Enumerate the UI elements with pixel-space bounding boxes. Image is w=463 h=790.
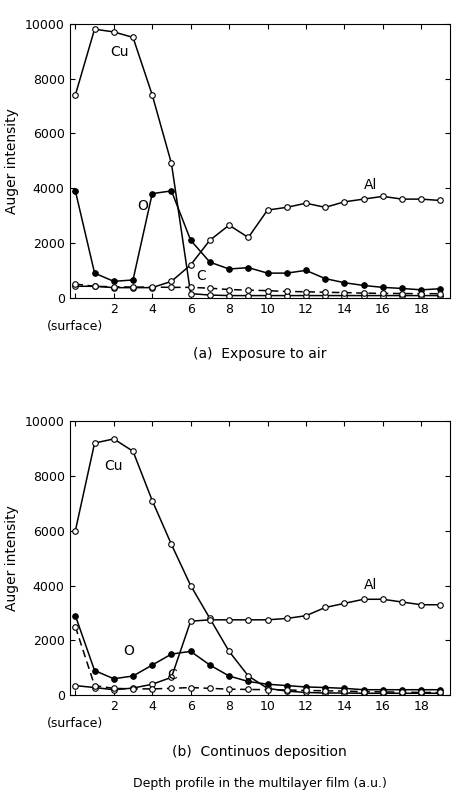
Y-axis label: Auger intensity: Auger intensity [5, 506, 19, 611]
Text: Depth profile in the multilayer film (a.u.): Depth profile in the multilayer film (a.… [132, 777, 386, 790]
Text: (surface): (surface) [47, 320, 103, 333]
Text: C: C [167, 668, 177, 682]
Text: Al: Al [363, 578, 376, 592]
Text: Al: Al [363, 179, 376, 192]
Text: Cu: Cu [110, 45, 128, 59]
Text: O: O [123, 644, 134, 658]
Y-axis label: Auger intensity: Auger intensity [5, 107, 19, 213]
Text: Cu: Cu [104, 459, 122, 473]
Text: (surface): (surface) [47, 717, 103, 730]
Text: (b)  Continuos deposition: (b) Continuos deposition [172, 744, 346, 758]
Text: O: O [137, 199, 147, 213]
Text: (a)  Exposure to air: (a) Exposure to air [193, 347, 326, 361]
Text: C: C [196, 269, 206, 283]
